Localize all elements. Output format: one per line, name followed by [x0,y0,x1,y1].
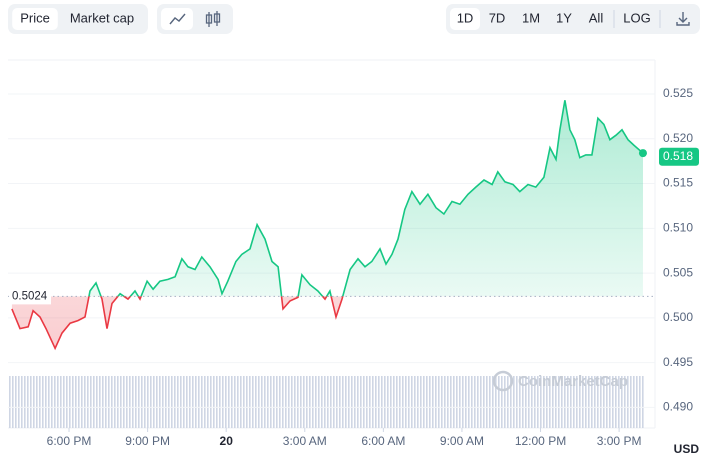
range-button[interactable]: 7D [489,10,506,25]
last-point [638,149,647,158]
watermark: CoinMarketCap [518,373,628,390]
y-tick-label: 0.490 [663,400,693,414]
active-mode-bg [12,8,58,30]
x-tick-label: 6:00 AM [361,434,405,448]
mode-button[interactable]: Market cap [70,10,134,25]
x-tick-label: 9:00 PM [125,434,170,448]
y-tick-label: 0.515 [663,176,693,190]
range-button[interactable]: All [589,10,604,25]
price-line-up [88,100,644,297]
baseline-label: 0.5024 [12,290,48,302]
x-tick-label: 3:00 AM [283,434,327,448]
x-tick-label: 20 [220,434,234,448]
x-tick-label: 6:00 PM [47,434,92,448]
toolbar: Price Market cap 1D 7D 1M 1Y All LOG [8,4,700,34]
active-range-bg [450,8,480,30]
range-button[interactable]: 1D [457,10,474,25]
x-tick-label: 9:00 AM [440,434,484,448]
mode-button[interactable]: Price [20,10,50,25]
line-icon [169,13,186,25]
area-up [88,100,643,297]
candle-icon[interactable] [205,11,221,27]
y-tick-label: 0.525 [663,86,693,100]
y-tick-label: 0.520 [663,131,693,145]
x-tick-label: 3:00 PM [597,434,642,448]
x-tick-label: 12:00 PM [515,434,566,448]
baseline-label-bg [9,288,51,305]
volume-bars [8,376,644,428]
download-icon[interactable] [676,12,690,26]
range-button[interactable]: 1M [522,10,540,25]
log-button[interactable]: LOG [623,10,650,25]
y-tick-label: 0.505 [663,265,693,279]
current-price: 0.518 [663,149,693,163]
range-button[interactable]: 1Y [556,10,572,25]
y-tick-label: 0.495 [663,355,693,369]
currency: USD [674,442,700,456]
price-badge [659,147,699,166]
y-tick-label: 0.510 [663,221,693,235]
area-down [11,296,643,349]
price-line-down [11,296,344,351]
watermark-logo [492,370,514,392]
y-tick-label: 0.500 [663,310,693,324]
range-switch [446,4,700,34]
